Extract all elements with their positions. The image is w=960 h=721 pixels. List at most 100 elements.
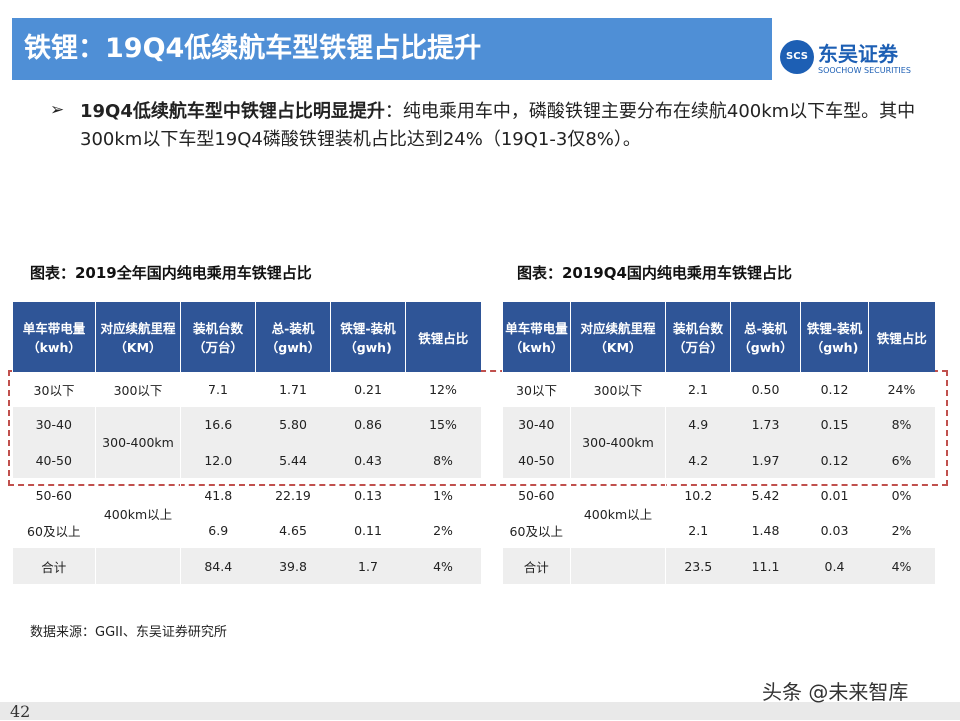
table-cell: 0.15 xyxy=(800,407,869,443)
table-cell: 0.13 xyxy=(354,488,382,504)
logo-name: 东吴证券 xyxy=(818,42,898,66)
table-cell: 2.1 xyxy=(688,382,708,398)
table-cell: 30以下 xyxy=(516,383,557,399)
table-cell: 0% xyxy=(891,488,912,504)
table-cell: 0.12 xyxy=(820,382,849,398)
total-row: 合计 23.5 11.1 0.4 4% xyxy=(502,548,935,584)
header-cell: 装机台数 （万台） xyxy=(180,302,256,372)
bullet-bold: 19Q4低续航车型中铁锂占比明显提升 xyxy=(80,101,385,122)
table-cell: 60及以上 xyxy=(509,524,563,540)
table-title: 图表：2019全年国内纯电乘用车铁锂占比 xyxy=(30,264,312,282)
table-cell: 10.2 xyxy=(684,488,713,504)
bullet-text: ：纯电乘用车中，磷酸铁锂主要分布在续航400km以下车型。其中300km以下车型… xyxy=(80,101,916,150)
table-cell: 50-60 xyxy=(35,488,72,504)
table-cell: 1.48 xyxy=(751,523,780,539)
header-cell: 单车带电量 （kwh） xyxy=(502,302,571,372)
table-cell: 300-400km xyxy=(95,407,181,478)
table-cell: 1.73 xyxy=(730,407,801,443)
table-cell: 30-40 xyxy=(12,407,96,443)
table-cell: 1.71 xyxy=(279,382,307,398)
title-bar: 铁锂：19Q4低续航车型铁锂占比提升 xyxy=(12,18,772,80)
table-title: 图表：2019Q4国内纯电乘用车铁锂占比 xyxy=(517,264,792,282)
table-row: 40-50 4.2 1.97 0.12 6% xyxy=(502,442,935,478)
table-cell: 1.7 xyxy=(330,548,406,584)
table-cell: 2.1 xyxy=(688,523,709,539)
bullet: 19Q4低续航车型中铁锂占比明显提升：纯电乘用车中，磷酸铁锂主要分布在续航400… xyxy=(80,98,920,154)
logo-mark: SCS xyxy=(780,40,814,74)
data-table: 单车带电量 （kwh） 对应续航里程 （KM） 装机台数 （万台） 总-装机 （gwh… xyxy=(12,302,481,584)
table-cell: 300以下 xyxy=(593,383,643,399)
table-cell: 40-50 xyxy=(502,442,571,478)
total-row: 合计 84.4 39.8 1.7 4% xyxy=(12,548,481,584)
table-cell: 0.21 xyxy=(354,382,382,398)
table-cell: 12% xyxy=(429,382,457,398)
header-cell: 铁锂占比 xyxy=(868,302,935,372)
table-cell: 1% xyxy=(433,488,453,504)
table-cell: 4% xyxy=(868,548,935,584)
table-cell xyxy=(570,548,666,584)
header-cell: 总-装机 （gwh） xyxy=(730,302,801,372)
table-row: 30以下 300以下 7.1 1.71 0.21 12% xyxy=(13,372,481,407)
table-cell: 12.0 xyxy=(180,442,256,478)
table-cell: 4.65 xyxy=(279,523,307,539)
table-cell: 0.43 xyxy=(330,442,406,478)
header-row: 单车带电量 （kwh） 对应续航里程 （KM） 装机台数 （万台） 总-装机 （gwh… xyxy=(502,302,935,372)
table-cell: 11.1 xyxy=(730,548,801,584)
table-cell: 300-400km xyxy=(570,407,666,478)
table-cell: 22.19 xyxy=(275,488,311,504)
data-table: 单车带电量 （kwh） 对应续航里程 （KM） 装机台数 （万台） 总-装机 （gwh… xyxy=(502,302,935,584)
table-cell: 50-60 xyxy=(518,488,555,504)
table-cell: 30以下 xyxy=(33,383,75,399)
table-cell: 39.8 xyxy=(255,548,331,584)
table-cell: 5.80 xyxy=(255,407,331,443)
table-row: 30以下 300以下 2.1 0.50 0.12 24% xyxy=(503,372,935,407)
table-cell: 合计 xyxy=(502,548,571,584)
header-cell: 铁锂占比 xyxy=(405,302,481,372)
table-cell: 4.9 xyxy=(665,407,731,443)
table-cell: 合计 xyxy=(12,548,96,584)
table-cell: 6% xyxy=(868,442,935,478)
table-row: 60及以上 2.1 1.48 0.03 2% xyxy=(503,513,935,548)
header-cell: 对应续航里程 （KM） xyxy=(570,302,666,372)
table-row: 50-60 400km以上 10.2 5.42 0.01 0% xyxy=(503,477,935,549)
table-cell: 30-40 xyxy=(502,407,571,443)
table-cell: 400km以上 xyxy=(95,477,181,549)
table-cell: 400km以上 xyxy=(570,477,666,549)
header-cell: 铁锂-装机 （gwh) xyxy=(800,302,869,372)
watermark: 头条 @未来智库 xyxy=(762,680,909,704)
header-cell: 对应续航里程 （KM） xyxy=(95,302,181,372)
table-cell: 8% xyxy=(405,442,481,478)
table-cell xyxy=(95,548,181,584)
table-cell: 15% xyxy=(405,407,481,443)
table-cell: 40-50 xyxy=(12,442,96,478)
table-cell: 4% xyxy=(405,548,481,584)
footer-bar xyxy=(0,702,960,720)
header-row: 单车带电量 （kwh） 对应续航里程 （KM） 装机台数 （万台） 总-装机 （gwh… xyxy=(12,302,481,372)
table-cell: 1.97 xyxy=(730,442,801,478)
logo-sub: SOOCHOW SECURITIES xyxy=(818,66,911,75)
table-cell: 5.44 xyxy=(255,442,331,478)
table-cell: 23.5 xyxy=(665,548,731,584)
table-cell: 60及以上 xyxy=(27,524,81,540)
table-cell: 7.1 xyxy=(208,382,228,398)
table-cell: 0.12 xyxy=(800,442,869,478)
table-cell: 6.9 xyxy=(208,523,229,539)
table-cell: 41.8 xyxy=(204,488,233,504)
table-cell: 24% xyxy=(887,382,916,398)
header-cell: 总-装机 （gwh） xyxy=(255,302,331,372)
table-cell: 300以下 xyxy=(113,383,163,399)
table-cell: 0.03 xyxy=(820,523,849,539)
table-row: 30-40 300-400km 16.6 5.80 0.86 15% xyxy=(12,407,481,478)
table-cell: 0.11 xyxy=(354,523,382,539)
header-cell: 铁锂-装机 （gwh) xyxy=(330,302,406,372)
table-cell: 5.42 xyxy=(751,488,780,504)
table-cell: 0.86 xyxy=(330,407,406,443)
table-cell: 2% xyxy=(891,523,912,539)
table-row: 50-60 400km以上 41.8 22.19 0.13 1% xyxy=(13,477,481,549)
page-number: 42 xyxy=(10,702,31,721)
table-cell: 0.01 xyxy=(820,488,849,504)
table-cell: 0.50 xyxy=(751,382,780,398)
table-cell: 4.2 xyxy=(665,442,731,478)
source: 数据来源：GGII、东吴证券研究所 xyxy=(30,625,227,640)
table-row: 60及以上 6.9 4.65 0.11 2% xyxy=(13,513,481,548)
